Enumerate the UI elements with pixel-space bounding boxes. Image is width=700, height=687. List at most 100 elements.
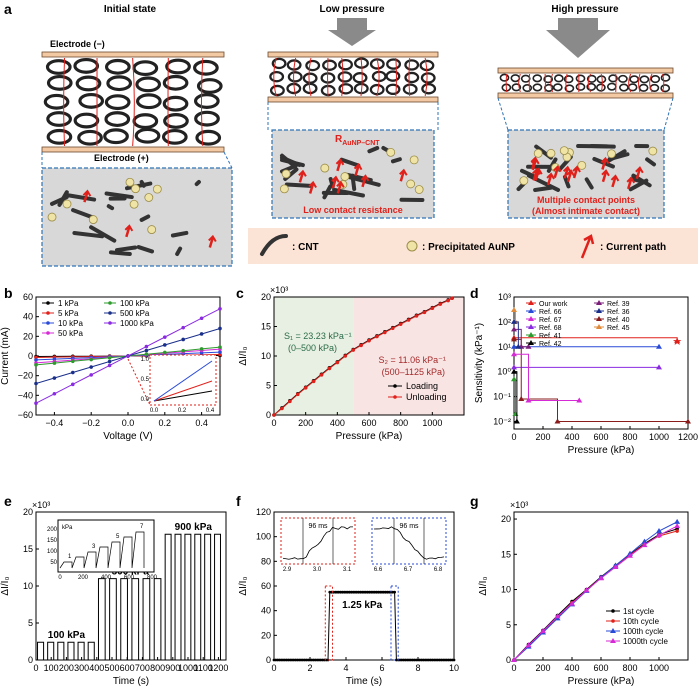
legend-label: 1000 kPa — [120, 319, 154, 328]
zoom-box-initial — [41, 167, 233, 267]
zoom-content-low — [279, 146, 425, 202]
x-tick-label: 10 — [449, 663, 459, 673]
data-point — [452, 658, 456, 662]
data-point — [554, 418, 561, 424]
current-arrow-head — [82, 189, 92, 197]
legend-marker — [108, 301, 112, 305]
current-arrow — [399, 170, 405, 182]
axis-exponent: ×10³ — [510, 500, 528, 510]
aunp-particle — [144, 193, 154, 202]
data-point — [351, 348, 355, 352]
current-arrow-head — [601, 169, 610, 177]
x-tick-label: 1100 — [194, 663, 213, 673]
current-arrow-head — [336, 180, 345, 188]
cnt-strand — [136, 245, 155, 254]
x-axis-label: Time (s) — [113, 676, 149, 687]
series-line — [514, 338, 688, 423]
current-path — [308, 57, 312, 97]
current-path — [395, 57, 397, 97]
legend-label: 500 kPa — [120, 309, 150, 318]
cnt-cell — [660, 84, 671, 93]
aunp-particle — [47, 212, 57, 222]
legend-label: 50 kPa — [58, 329, 83, 338]
x-tick-label: 200 — [298, 418, 313, 428]
cnt-strand — [519, 168, 537, 179]
aunp-particle — [340, 172, 350, 181]
current-path — [638, 73, 641, 93]
zoom-marker-right — [390, 585, 399, 661]
y-tick-label: 10⁻² — [493, 417, 511, 427]
current-path — [293, 57, 297, 97]
data-point — [181, 348, 185, 353]
legend-marker — [46, 321, 50, 325]
inset-x-tick: 0.0 — [150, 408, 159, 414]
arrow-high-pressure-icon — [546, 18, 610, 58]
y-tick-label: 15 — [23, 544, 33, 554]
data-point — [583, 587, 590, 593]
data-point — [656, 364, 662, 370]
cnt-cell — [629, 75, 640, 84]
x-tick-label: 6 — [379, 663, 384, 673]
series-line — [514, 328, 529, 348]
inset-x-tick: 6.7 — [404, 567, 413, 573]
data-point — [511, 657, 517, 662]
x-tick-label: 800 — [622, 663, 637, 673]
inset-x-tick: 400 — [101, 575, 112, 581]
series-line — [513, 525, 678, 661]
cnt-cell — [196, 78, 223, 94]
cnt-strand — [629, 176, 645, 184]
x-tick-label: 600 — [361, 418, 376, 428]
data-point — [674, 523, 681, 529]
data-point — [518, 396, 525, 402]
y-tick-label: 20 — [261, 292, 271, 302]
cnt-cell — [78, 92, 105, 109]
y-tick-label: 20 — [501, 514, 511, 524]
response-trace — [36, 533, 223, 661]
legend-marker — [611, 619, 615, 623]
current-arrow-head — [308, 180, 317, 188]
aunp-particle — [577, 160, 587, 170]
cnt-cell — [619, 83, 629, 92]
data-point — [430, 306, 435, 311]
legend-bar — [248, 228, 698, 264]
cnt-cell — [43, 93, 70, 110]
x-tick-label: 600 — [593, 663, 608, 673]
aunp-particle — [546, 148, 556, 158]
y-tick-label: 5 — [506, 620, 511, 630]
x-tick-label: 700 — [135, 663, 150, 673]
cnt-cell — [75, 75, 102, 92]
aunp-particle — [414, 185, 424, 194]
legend-current-path: : Current path — [600, 242, 666, 253]
cnt-strand — [89, 225, 117, 243]
current-arrow — [563, 167, 569, 179]
legend-label: 1000th cycle — [623, 637, 668, 646]
legend-marker — [596, 308, 602, 313]
data-point — [199, 332, 204, 336]
current-path — [587, 73, 592, 93]
data-point — [438, 302, 443, 306]
cnt-strand — [194, 180, 201, 187]
electrode-top-high — [497, 67, 674, 74]
x-tick-label: 400 — [564, 432, 579, 442]
cnt-cell — [575, 82, 586, 91]
cnt-cell — [162, 95, 189, 112]
cnt-cell — [608, 74, 618, 83]
legend-marker — [393, 384, 397, 388]
data-point — [272, 413, 276, 417]
inset-x-tick: 3.1 — [343, 567, 352, 573]
current-path — [662, 73, 665, 93]
data-point — [390, 326, 395, 331]
data-point — [511, 343, 517, 349]
current-arrow — [83, 191, 89, 203]
region-shade — [353, 297, 464, 415]
electrode-bottom-low — [267, 96, 439, 103]
data-point — [554, 613, 561, 619]
inset-line — [153, 360, 213, 402]
data-point — [525, 642, 532, 648]
cnt-cell — [302, 72, 318, 84]
cnt-strand — [175, 246, 183, 256]
cnt-cell — [287, 71, 303, 83]
current-path — [565, 73, 568, 93]
data-point — [71, 370, 75, 375]
